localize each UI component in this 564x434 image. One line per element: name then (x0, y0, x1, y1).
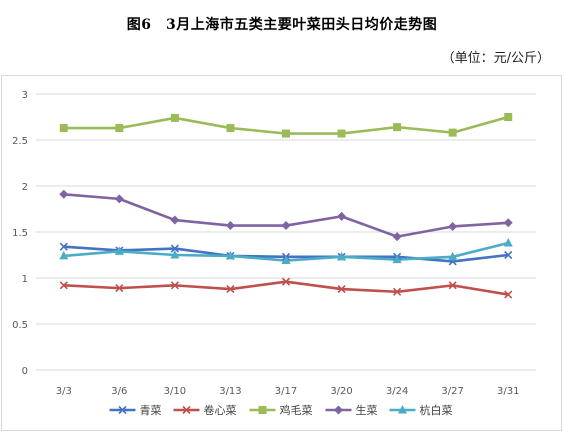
legend-marker (182, 405, 191, 415)
data-point (393, 287, 402, 296)
marker-stroke (59, 242, 68, 251)
marker-stroke (448, 281, 457, 290)
y-tick-label: 1 (22, 274, 28, 285)
data-point (337, 284, 346, 294)
y-tick-label: 1.5 (12, 228, 28, 239)
y-tick-label: 3 (22, 90, 28, 101)
legend-label: 卷心菜 (204, 403, 237, 417)
data-point (504, 250, 513, 260)
data-point (59, 250, 69, 260)
marker-stroke (59, 281, 68, 290)
data-point (392, 254, 402, 264)
marker-stroke (170, 281, 179, 290)
data-point (225, 250, 235, 260)
legend-item: 杭白菜 (389, 403, 453, 417)
legend-item: 卷心菜 (173, 403, 237, 417)
data-point (226, 124, 235, 133)
data-point (337, 251, 347, 261)
data-point (281, 277, 291, 286)
legend-label: 杭白菜 (420, 403, 453, 417)
series-lines (62, 115, 510, 296)
data-point (170, 281, 179, 290)
x-tick-label: 3/20 (330, 386, 352, 397)
legend-marker (398, 405, 407, 414)
legend-item: 青菜 (109, 404, 162, 417)
marker-stroke (170, 244, 179, 253)
data-point (59, 281, 68, 290)
data-point (504, 290, 513, 299)
data-point (337, 211, 347, 221)
y-tick-label: 0 (22, 366, 28, 377)
data-point (114, 194, 124, 204)
data-point (504, 113, 513, 121)
legend-marker (258, 406, 267, 414)
data-point (281, 221, 291, 231)
marker-stroke (281, 277, 291, 286)
unit-label: （单位：元/公斤） (441, 51, 550, 66)
data-point (170, 250, 180, 259)
data-point (503, 218, 513, 228)
y-tick-label: 2.5 (12, 136, 28, 147)
series-markers (59, 113, 513, 299)
x-tick-label: 3/17 (275, 386, 297, 397)
data-point (114, 246, 124, 255)
data-point (170, 244, 179, 253)
x-tick-label: 3/31 (497, 386, 519, 397)
data-point (448, 128, 457, 137)
marker-stroke (115, 284, 124, 293)
x-tick-label: 3/10 (164, 386, 186, 397)
x-tick-label: 3/6 (111, 386, 127, 397)
marker-stroke (118, 405, 127, 415)
legend-label: 青菜 (140, 404, 162, 417)
data-point (170, 215, 180, 225)
chart-title: 图6 3月上海市五类主要叶菜田头日均价走势图 (126, 17, 438, 33)
data-point (59, 124, 68, 133)
marker-stroke (226, 284, 235, 294)
marker-stroke (393, 287, 402, 296)
x-tick-label: 3/24 (386, 386, 408, 397)
x-tick-labels: 3/3 3/6 3/10 3/13 3/17 3/20 3/24 3/27 3/31 (56, 386, 520, 397)
series-line-2 (62, 280, 510, 296)
marker-stroke (182, 405, 191, 415)
line-chart: 0 0.5 1 1.5 2 2.5 3 3/3 3/6 3/10 3/13 3/17 3/20 3/24… (12, 90, 536, 417)
legend-marker (118, 405, 127, 415)
data-point (59, 189, 69, 199)
y-tick-labels: 0 0.5 1 1.5 2 2.5 3 (12, 90, 28, 377)
y-tick-label: 2 (22, 182, 28, 193)
data-point (448, 251, 458, 261)
chart-area: 0 0.5 1 1.5 2 2.5 3 3/3 3/6 3/10 3/13 3/17 3/20 3/24… (1, 75, 562, 431)
data-point (115, 284, 124, 293)
series-line-4 (62, 192, 510, 238)
legend-marker (334, 405, 343, 415)
data-point (170, 113, 179, 122)
data-point (448, 281, 457, 290)
data-point (503, 238, 513, 247)
marker-stroke (504, 290, 513, 299)
data-point (282, 129, 290, 138)
data-point (59, 242, 68, 251)
marker-stroke (337, 284, 346, 294)
x-tick-label: 3/27 (441, 386, 463, 397)
marker-stroke (504, 250, 513, 260)
x-tick-label: 3/3 (56, 386, 72, 397)
data-point (392, 232, 402, 242)
data-point (393, 123, 402, 132)
y-tick-label: 0.5 (12, 320, 28, 331)
data-point (225, 221, 235, 231)
data-point (281, 255, 291, 265)
legend: 青菜 卷心菜 鸡毛菜 生菜 杭白菜 (109, 403, 453, 417)
legend-item: 生菜 (325, 403, 378, 417)
data-point (337, 129, 346, 138)
x-tick-label: 3/13 (219, 386, 241, 397)
legend-item: 鸡毛菜 (249, 403, 313, 417)
legend-label: 鸡毛菜 (280, 403, 313, 417)
gridlines (36, 93, 536, 371)
data-point (226, 284, 235, 294)
data-point (448, 221, 458, 231)
data-point (115, 124, 124, 133)
legend-label: 生菜 (356, 403, 378, 417)
